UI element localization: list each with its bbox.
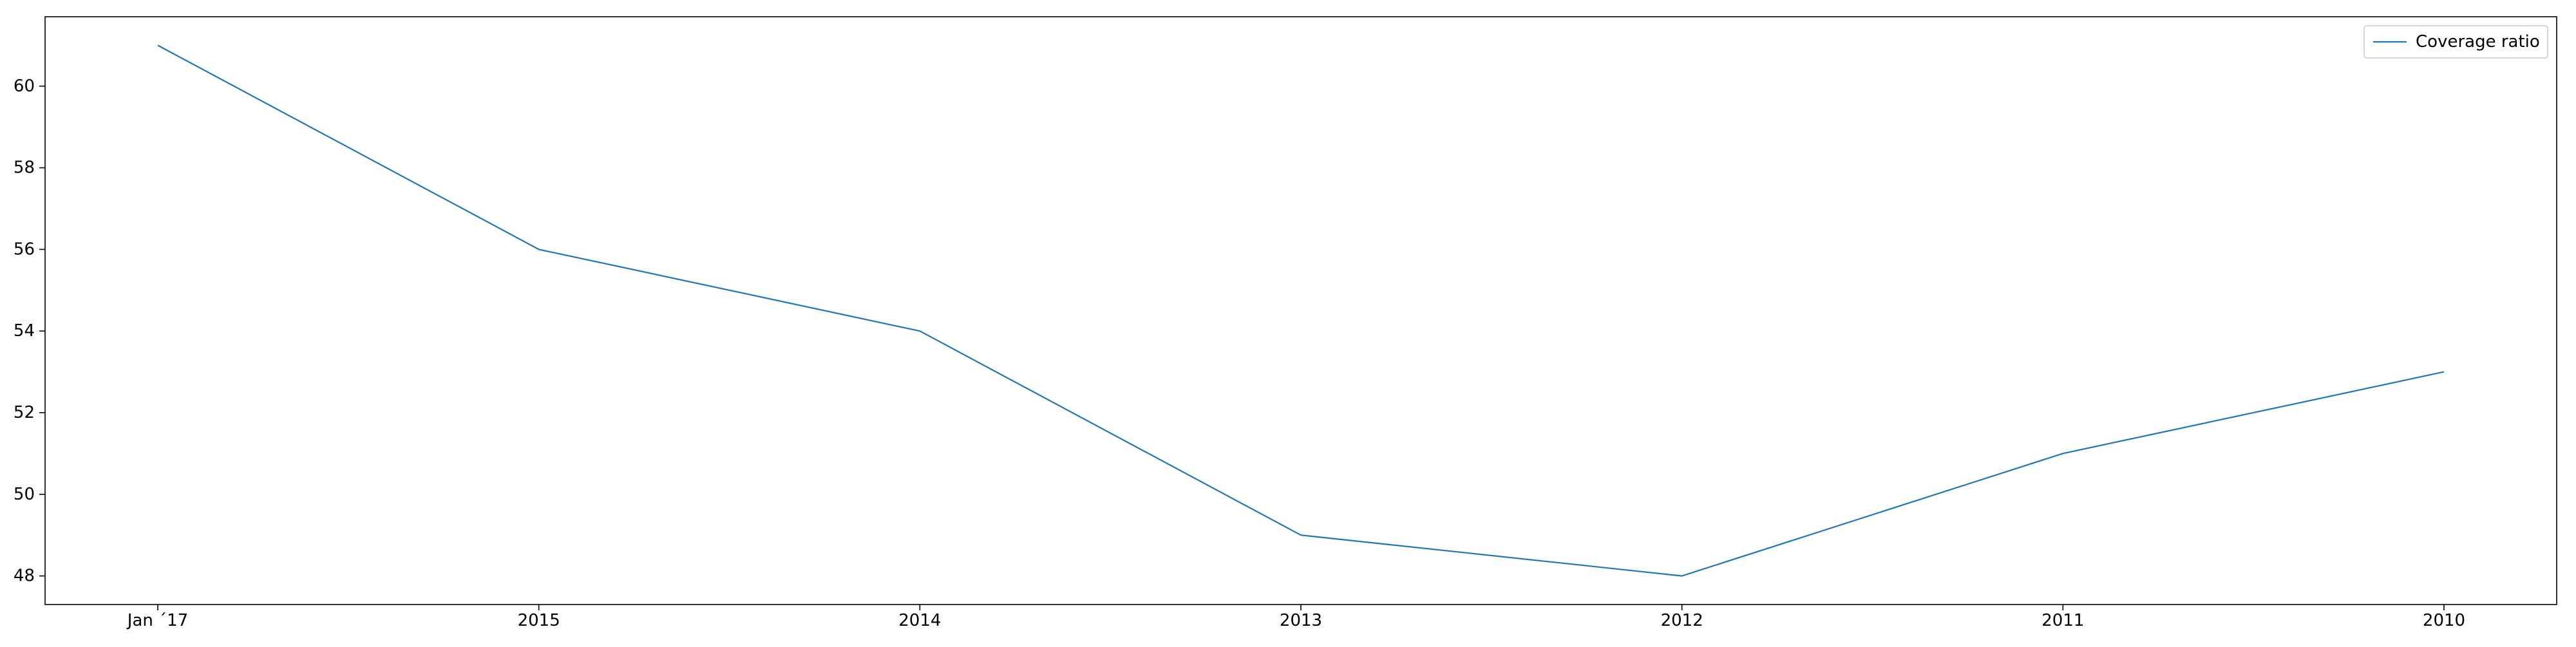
legend: Coverage ratio	[2364, 26, 2548, 58]
x-tick-label: 2013	[1280, 611, 1322, 630]
y-tick-label: 48	[14, 567, 35, 586]
y-tick-label: 54	[14, 321, 35, 341]
x-tick-label: Jan ´17	[126, 611, 188, 630]
y-tick-label: 50	[14, 485, 35, 504]
y-axis: 48 50 52 54 56 58 60	[14, 77, 45, 586]
x-tick-label: 2014	[898, 611, 941, 630]
plot-area	[45, 17, 2557, 605]
y-tick-label: 52	[14, 403, 35, 422]
y-tick-label: 56	[14, 239, 35, 259]
y-tick-label: 58	[14, 158, 35, 178]
x-tick-label: 2015	[518, 611, 560, 630]
y-tick-label: 60	[14, 77, 35, 96]
x-tick-label: 2012	[1661, 611, 1703, 630]
legend-label: Coverage ratio	[2416, 32, 2540, 52]
x-tick-label: 2011	[2041, 611, 2084, 630]
x-axis: Jan ´17 2015 2014 2013 2012 2011 2010	[126, 605, 2465, 630]
x-tick-label: 2010	[2423, 611, 2465, 630]
